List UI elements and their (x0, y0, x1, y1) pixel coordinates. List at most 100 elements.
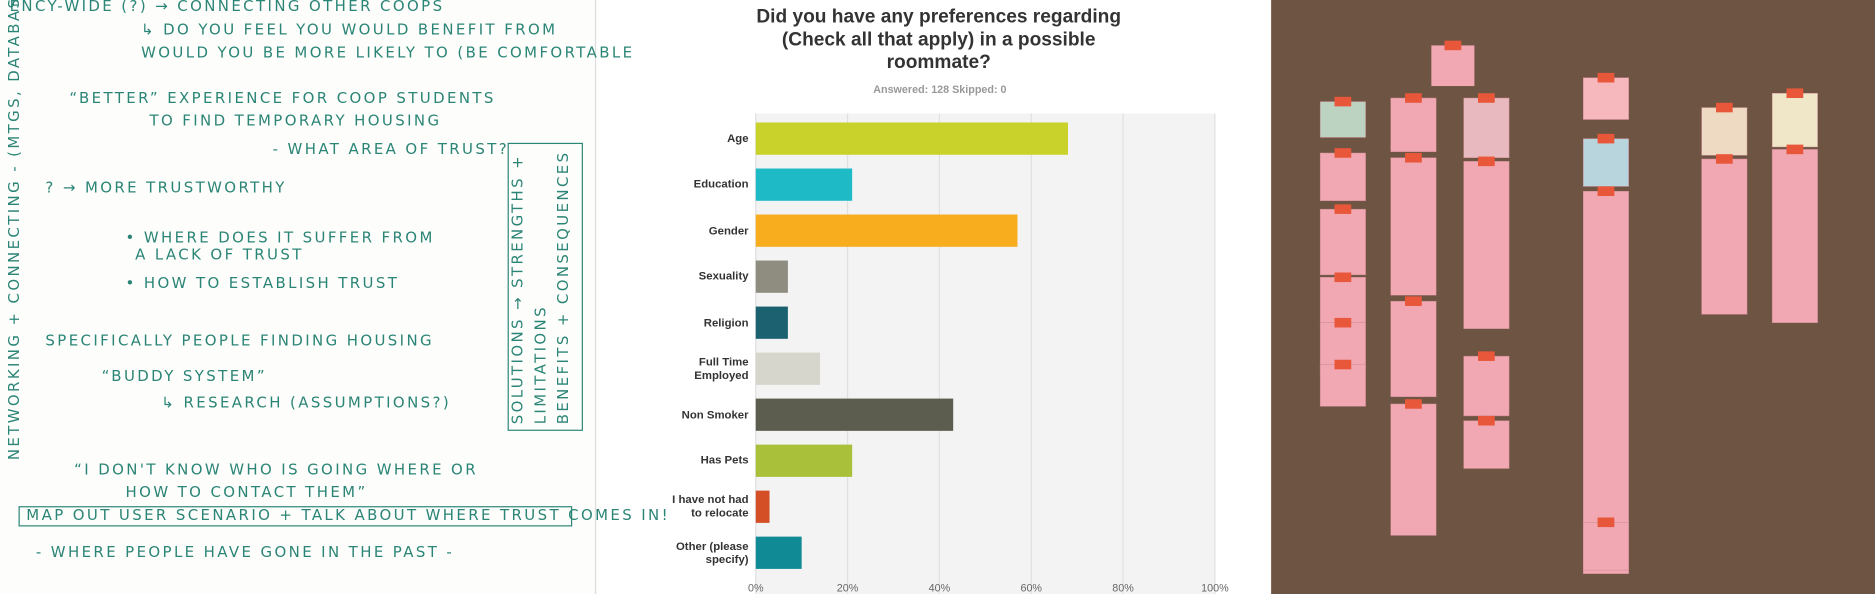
y-tick-label-text: I have not had to relocate (672, 493, 749, 520)
sticky-note (1771, 92, 1818, 148)
y-tick-label-text: Full Time Employed (694, 355, 749, 382)
x-tick-label: 80% (1112, 583, 1134, 594)
sticky-note (1390, 157, 1437, 296)
bar (755, 444, 853, 477)
sticky-note (1319, 101, 1366, 138)
note-line: SPECIFICALLY PEOPLE FINDING HOUSING (45, 331, 434, 349)
y-tick-label-text: Non Smoker (681, 408, 749, 422)
tape (1477, 93, 1495, 103)
bar (755, 306, 788, 339)
x-tick-label: 20% (837, 583, 859, 594)
tape (1334, 272, 1352, 283)
note-side: NETWORKING + CONNECTING - (MTGS, DATABAS… (5, 0, 23, 460)
y-tick-label: Full Time Employed (694, 355, 749, 382)
tape (1477, 156, 1495, 167)
sticky-note (1582, 77, 1629, 120)
sticky-note (1319, 208, 1366, 276)
tape (1405, 296, 1422, 306)
tape (1597, 517, 1615, 528)
tape (1715, 154, 1733, 164)
tape (1334, 317, 1352, 328)
tape (1597, 72, 1615, 83)
tape (1334, 359, 1352, 370)
chart-subtitle: Answered: 128 Skipped: 0 (873, 84, 1006, 96)
y-tick-label: Other (please specify) (675, 539, 749, 566)
note-line: • WHERE DOES IT SUFFER FROM (126, 229, 435, 247)
bar (755, 260, 788, 293)
sticky-note (1390, 403, 1437, 536)
note-column: BENEFITS + CONSEQUENCES (554, 151, 572, 425)
tape (1786, 88, 1804, 99)
sticky-note (1582, 138, 1629, 187)
bar (755, 168, 853, 201)
sticky-note (1463, 355, 1510, 417)
tape (1597, 133, 1615, 144)
sticky-note (1319, 152, 1366, 202)
y-tick-label: I have not had to relocate (672, 493, 749, 520)
x-tick-label: 100% (1201, 583, 1229, 594)
note-line: ENCY-WIDE (?) → CONNECTING OTHER COOPS (10, 0, 445, 15)
note-line: MAP OUT USER SCENARIO + TALK ABOUT WHERE… (26, 506, 670, 524)
bar (755, 398, 954, 431)
tape (1405, 399, 1422, 409)
note-line: - WHAT AREA OF TRUST? (273, 140, 509, 158)
note-column: LIMITATIONS (531, 305, 549, 424)
note-line: ↳ DO YOU FEEL YOU WOULD BENEFIT FROM (141, 21, 557, 39)
bar (755, 214, 1018, 247)
chart-title: Did you have any preferences regarding (… (756, 7, 1122, 73)
note-line: A LACK OF TRUST (135, 245, 304, 263)
note-line: - WHERE PEOPLE HAVE GONE IN THE PAST - (36, 543, 454, 561)
bar (755, 536, 802, 569)
y-tick-label: Education (693, 178, 749, 192)
y-tick-label: Age (727, 132, 749, 146)
sticky-note (1771, 149, 1818, 323)
tape (1405, 152, 1422, 163)
y-tick-label: Religion (703, 316, 749, 330)
note-line: “I DON'T KNOW WHO IS GOING WHERE OR (74, 460, 478, 478)
note-box (18, 506, 573, 527)
sticky-note (1701, 158, 1748, 315)
y-tick-label-text: Age (727, 132, 749, 146)
y-tick-label-text: Gender (708, 224, 749, 238)
tape (1334, 204, 1352, 214)
bar (755, 122, 1068, 155)
note-line: “BETTER” EXPERIENCE FOR COOP STUDENTS (69, 89, 495, 107)
tape (1444, 40, 1462, 51)
tape (1786, 144, 1804, 155)
x-tick-label: 40% (929, 583, 951, 594)
tape (1715, 102, 1733, 113)
sticky-note (1390, 300, 1437, 398)
x-tick-label: 60% (1020, 583, 1042, 594)
sticky-note (1463, 161, 1510, 329)
tape (1597, 186, 1615, 197)
tape (1477, 351, 1495, 361)
sticky-note (1463, 97, 1510, 159)
y-tick-label-text: Sexuality (698, 270, 749, 284)
note-column: SOLUTIONS → STRENGTHS + (509, 154, 527, 424)
note-line: HOW TO CONTACT THEM” (126, 483, 368, 501)
y-tick-label: Sexuality (698, 270, 749, 284)
sticky-note (1582, 190, 1629, 574)
note-line: “BUDDY SYSTEM” (102, 367, 267, 385)
note-line: WOULD YOU BE MORE LIKELY TO (BE COMFORTA… (141, 43, 634, 61)
y-tick-label-text: Other (please specify) (675, 539, 749, 566)
sticky-note (1463, 420, 1510, 469)
note-line: • HOW TO ESTABLISH TRUST (126, 274, 400, 292)
chart-title-text: Did you have any preferences regarding (… (756, 7, 1122, 73)
notes-paper (0, 0, 598, 594)
y-tick-label-text: Religion (703, 316, 749, 330)
note-line: TO FIND TEMPORARY HOUSING (148, 111, 441, 129)
tape (1405, 93, 1422, 103)
note-box (507, 142, 583, 431)
tape (1477, 415, 1495, 426)
bar (755, 352, 821, 385)
bar (755, 490, 770, 523)
x-tick-label: 0% (748, 583, 764, 594)
note-line: ? → MORE TRUSTWORTHY (45, 178, 286, 196)
sticky-note (1319, 277, 1366, 323)
y-tick-label-text: Has Pets (700, 454, 749, 468)
sticky-note (1582, 522, 1629, 571)
y-tick-label-text: Education (693, 178, 749, 192)
